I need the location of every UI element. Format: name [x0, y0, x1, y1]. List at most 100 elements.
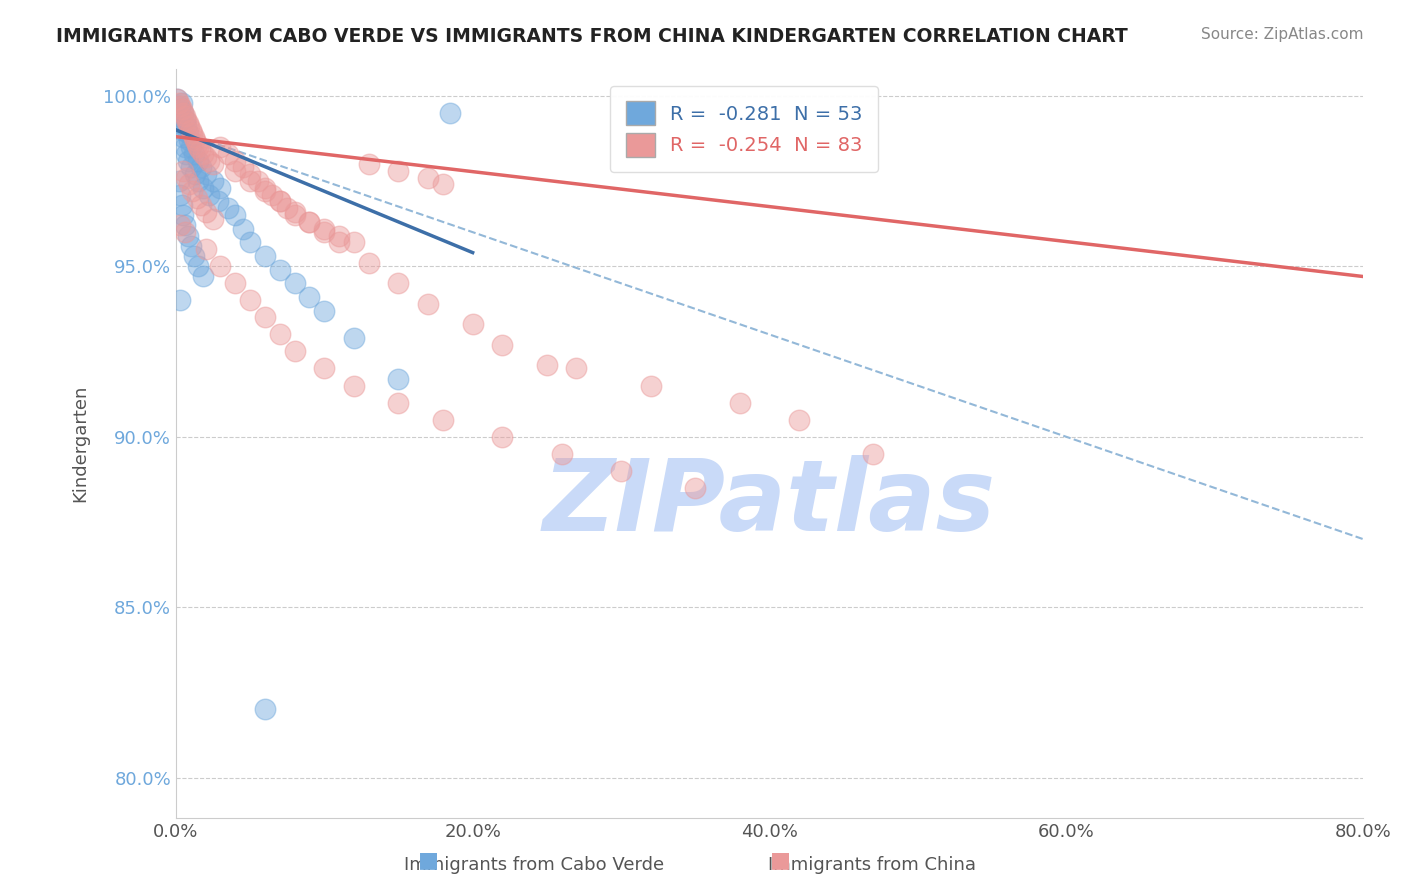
Point: [565, 361, 588, 376]
Point: [232, 161, 254, 175]
Point: [269, 262, 291, 277]
Point: [640, 378, 662, 392]
Point: [284, 204, 307, 219]
Point: [174, 112, 197, 127]
Point: [187, 174, 209, 188]
Point: [183, 129, 205, 144]
Point: [174, 109, 197, 123]
Point: [180, 123, 202, 137]
Point: [181, 126, 204, 140]
Point: [728, 395, 751, 409]
Point: [170, 103, 193, 117]
Point: [174, 225, 197, 239]
Point: [314, 221, 336, 235]
Point: [284, 277, 307, 291]
Text: ■: ■: [419, 850, 439, 870]
Point: [207, 194, 229, 209]
Point: [170, 95, 193, 110]
Point: [343, 331, 366, 345]
Text: ZIPatlas: ZIPatlas: [543, 455, 995, 552]
Point: [197, 153, 219, 168]
Point: [284, 208, 307, 222]
Point: [172, 163, 194, 178]
Point: [328, 228, 350, 243]
Point: [169, 116, 191, 130]
Point: [253, 181, 276, 195]
Point: [167, 174, 190, 188]
Point: [167, 99, 190, 113]
Point: [328, 235, 350, 250]
Point: [262, 187, 284, 202]
Point: [180, 140, 202, 154]
Point: [202, 174, 225, 188]
Point: [357, 157, 380, 171]
Point: [169, 219, 191, 233]
Point: [176, 170, 198, 185]
Point: [172, 129, 194, 144]
Point: [224, 153, 246, 168]
Point: [239, 174, 262, 188]
Text: Immigrants from China: Immigrants from China: [768, 856, 976, 874]
Text: ■: ■: [770, 850, 790, 870]
Point: [194, 242, 217, 256]
Point: [176, 120, 198, 134]
Point: [167, 95, 190, 110]
Point: [314, 361, 336, 376]
Point: [610, 464, 633, 478]
Point: [194, 150, 217, 164]
Point: [191, 181, 214, 195]
Point: [183, 249, 205, 263]
Y-axis label: Kindergarten: Kindergarten: [72, 384, 89, 502]
Point: [180, 161, 202, 175]
Point: [194, 204, 217, 219]
Point: [187, 140, 209, 154]
Point: [253, 310, 276, 325]
Text: Source: ZipAtlas.com: Source: ZipAtlas.com: [1201, 27, 1364, 42]
Point: [187, 259, 209, 273]
Point: [224, 163, 246, 178]
Point: [169, 187, 191, 202]
Point: [209, 181, 232, 195]
Point: [239, 293, 262, 308]
Point: [176, 146, 198, 161]
Point: [217, 146, 239, 161]
Point: [166, 92, 188, 106]
Point: [217, 201, 239, 215]
Point: [253, 702, 276, 716]
Point: [387, 395, 409, 409]
Point: [343, 378, 366, 392]
Point: [177, 228, 200, 243]
Point: [187, 153, 209, 168]
Point: [439, 105, 461, 120]
Point: [284, 344, 307, 359]
Point: [194, 167, 217, 181]
Point: [491, 337, 513, 351]
Point: [269, 194, 291, 209]
Point: [224, 208, 246, 222]
Point: [169, 103, 191, 117]
Point: [418, 297, 440, 311]
Point: [683, 481, 706, 495]
Point: [418, 170, 440, 185]
Text: Immigrants from Cabo Verde: Immigrants from Cabo Verde: [404, 856, 665, 874]
Point: [181, 184, 204, 198]
Point: [432, 178, 454, 192]
Point: [202, 157, 225, 171]
Point: [166, 92, 188, 106]
Point: [169, 293, 191, 308]
Point: [188, 144, 211, 158]
Legend: R =  -0.281  N = 53, R =  -0.254  N = 83: R = -0.281 N = 53, R = -0.254 N = 83: [610, 86, 879, 172]
Point: [169, 99, 191, 113]
Point: [862, 447, 884, 461]
Point: [343, 235, 366, 250]
Point: [253, 249, 276, 263]
Point: [186, 191, 208, 205]
Point: [239, 235, 262, 250]
Point: [167, 109, 190, 123]
Point: [177, 126, 200, 140]
Point: [269, 194, 291, 209]
Point: [209, 259, 232, 273]
Point: [202, 211, 225, 226]
Point: [197, 187, 219, 202]
Point: [314, 303, 336, 318]
